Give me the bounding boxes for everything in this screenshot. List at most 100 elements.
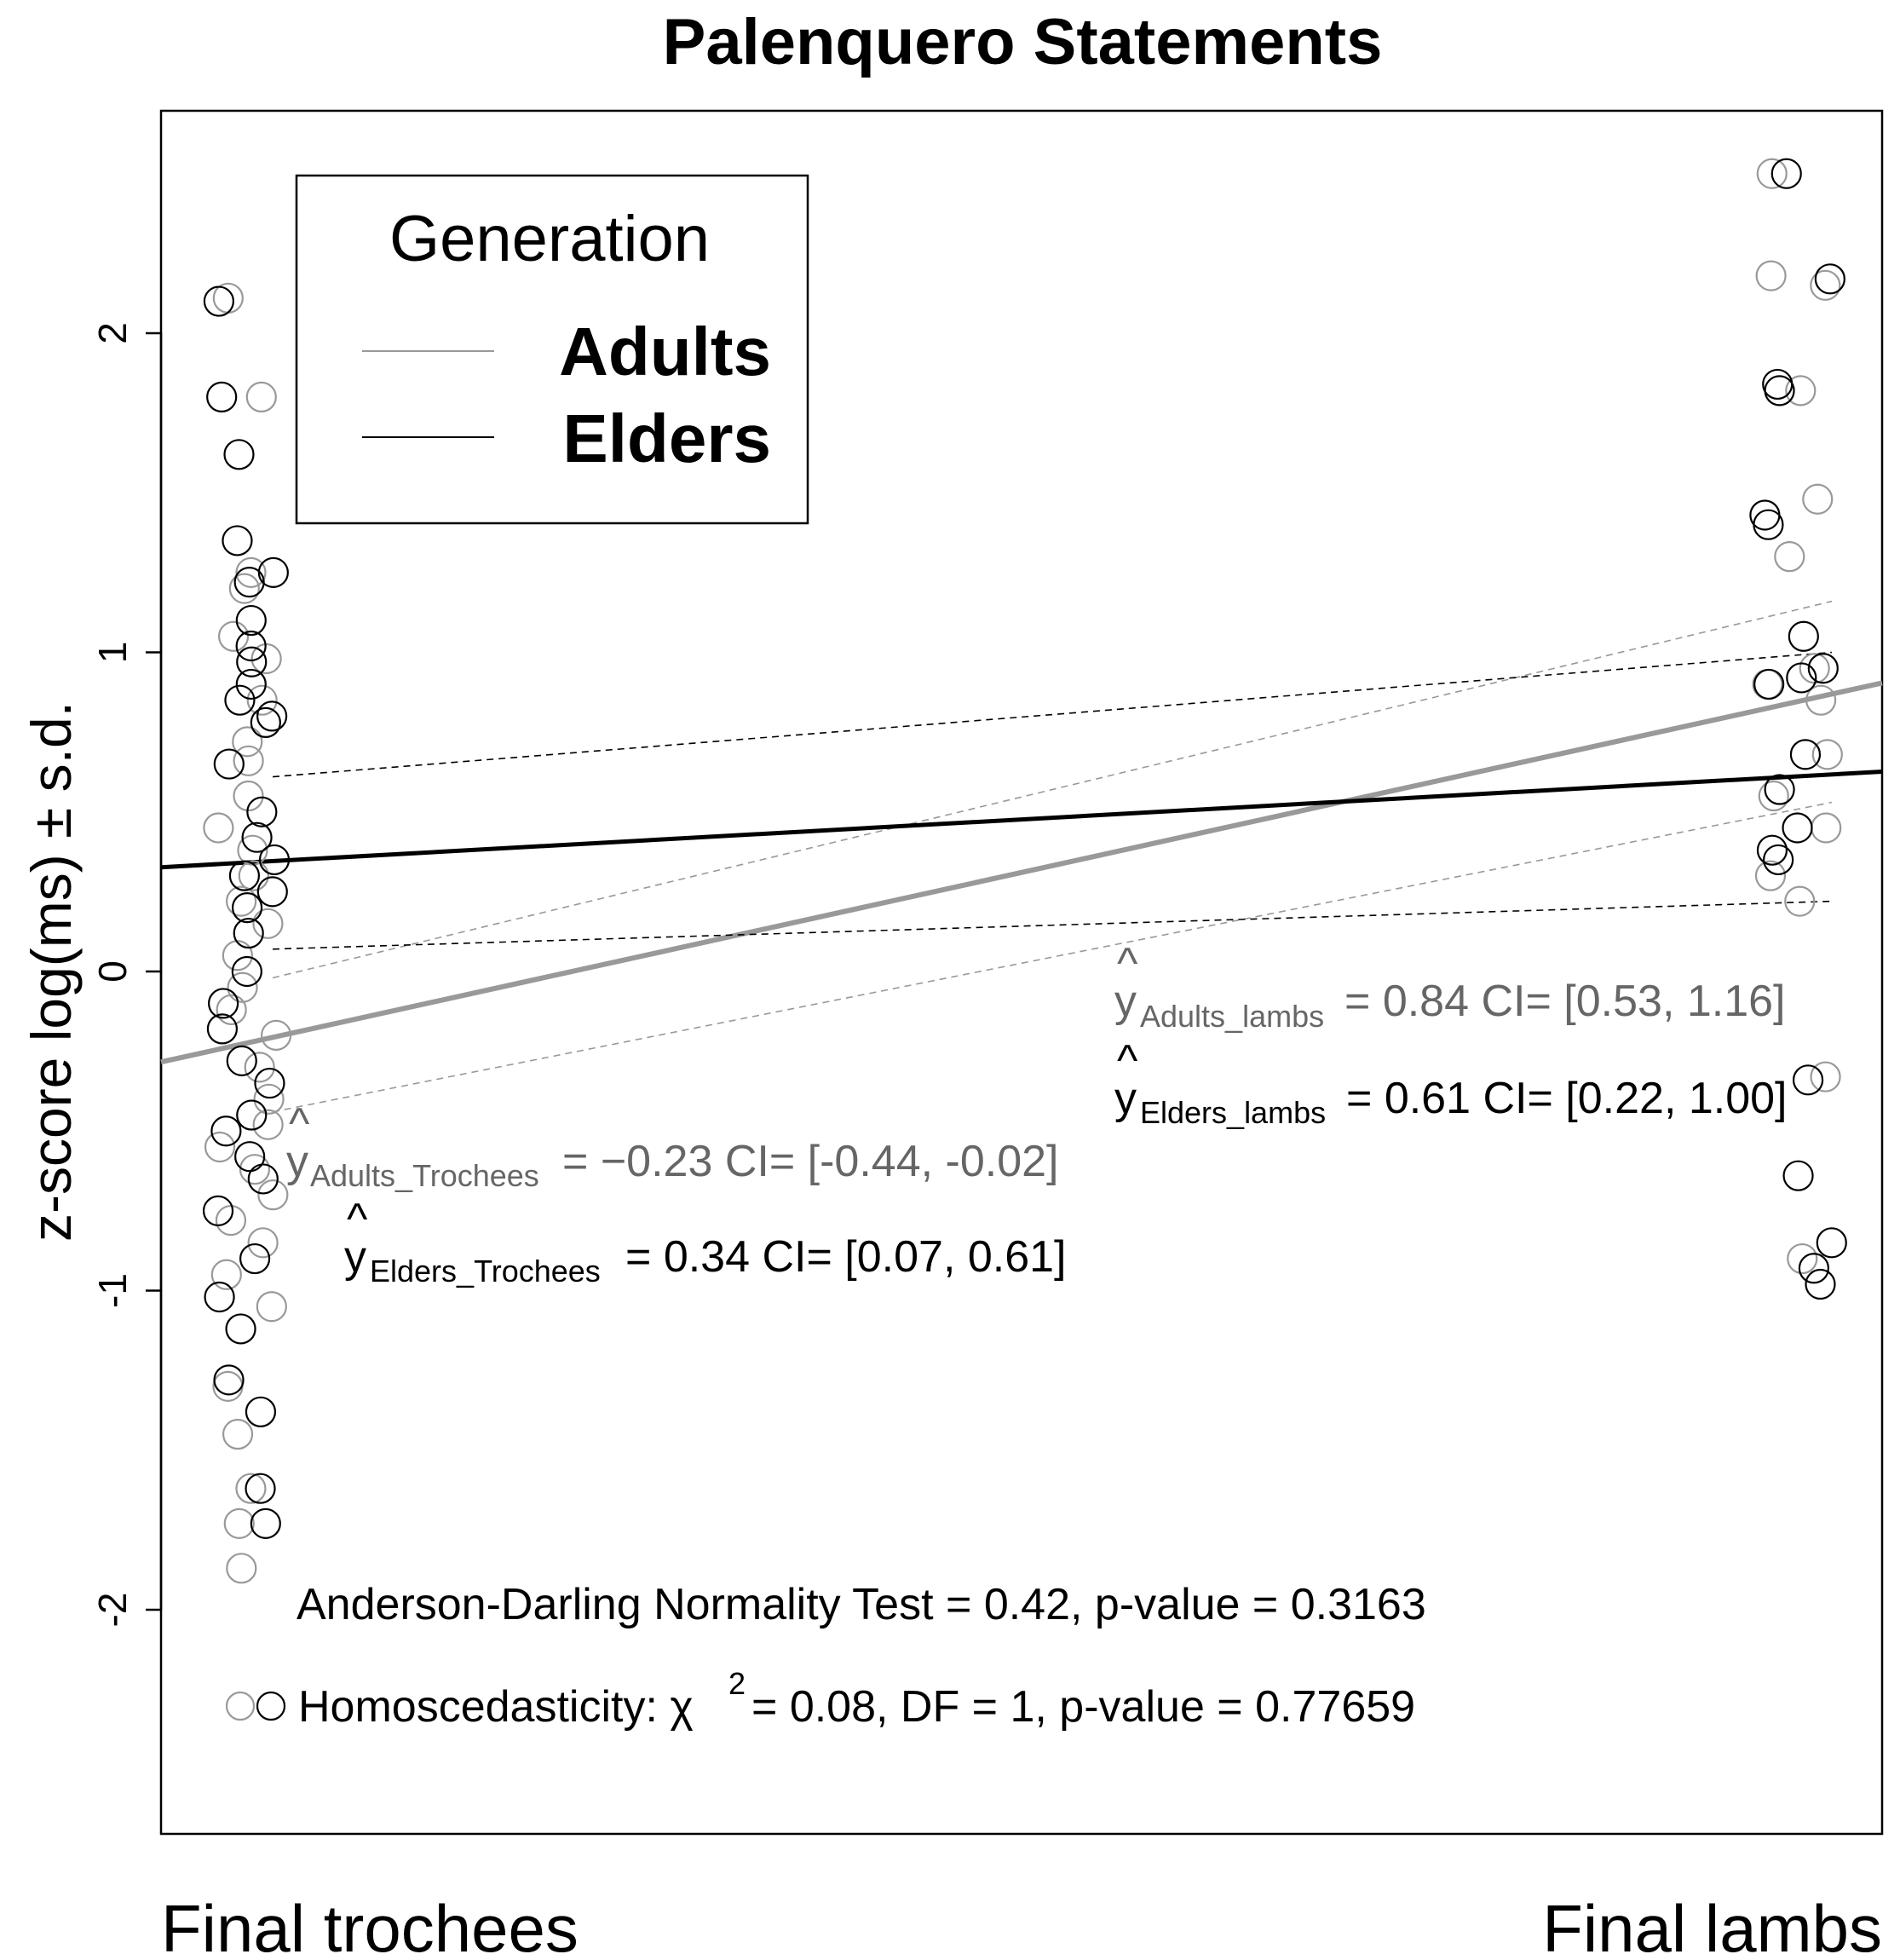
point-adults-trochee (235, 1473, 267, 1504)
point-adults-trochee (244, 1052, 275, 1083)
point-elders-trochee (236, 646, 268, 677)
point-elders-lamb (1764, 375, 1795, 406)
point-elders-trochee (222, 525, 253, 556)
point-elders-trochee (206, 1013, 239, 1045)
point-elders-trochee (246, 796, 278, 827)
point-adults-lamb (1785, 375, 1817, 406)
point-elders-trochee (235, 668, 267, 700)
point-adults-lamb (1799, 653, 1830, 684)
point-adults-trochee (217, 620, 250, 652)
point-elders-lamb (1782, 1160, 1814, 1191)
point-elders-trochee (233, 567, 265, 598)
annotation-adults-trochees: y ^ Adults_Trochees = −0.23 CI= [-0.44, … (286, 1099, 1059, 1193)
point-elders-trochee (239, 1242, 271, 1275)
point-elders-trochee (250, 706, 281, 738)
point-adults-lamb (1805, 684, 1837, 716)
ci-lower-elders (272, 900, 1833, 950)
value-elders-lambs: = 0.61 CI= [0.22, 1.00] (1346, 1074, 1788, 1123)
point-adults-trochee (261, 1019, 292, 1052)
point-elders-trochee (234, 1141, 266, 1173)
point-elders-trochee (226, 1045, 257, 1076)
point-elders-lamb (1786, 662, 1817, 694)
sub-elders-lambs: Elders_lambs (1140, 1095, 1326, 1130)
point-elders-trochee (224, 684, 256, 716)
point-elders-trochee (233, 917, 264, 949)
point-adults-trochee (256, 1291, 287, 1323)
data-points (202, 158, 1847, 1721)
point-adults-trochee (232, 726, 263, 758)
point-adults-trochee (246, 684, 278, 716)
point-adults-trochee (215, 1205, 247, 1237)
yhat-adults-trochees: y (286, 1137, 308, 1186)
hat-icon: ^ (347, 1195, 368, 1244)
point-adults-lamb (1756, 158, 1788, 189)
sub-elders-trochees: Elders_Trochees (370, 1254, 601, 1288)
point-adults-trochee (223, 1507, 255, 1539)
point-elders-trochee (231, 891, 263, 924)
point-adults-trochee (228, 573, 260, 604)
legend-box (295, 174, 809, 525)
legend: Generation Adults Elders (295, 174, 809, 525)
point-adults-trochee (257, 1179, 289, 1211)
point-elders-trochee (245, 1473, 276, 1504)
point-elders-trochee (208, 988, 239, 1019)
point-adults-trochee (252, 1109, 284, 1140)
point-adults-lamb (1810, 269, 1841, 301)
point-adults-trochee (216, 994, 247, 1026)
yhat-adults-lambs: y (1114, 977, 1137, 1026)
legend-label-adults: Adults (559, 314, 771, 389)
point-elders-lamb (1814, 263, 1845, 295)
point-elders-trochee (235, 604, 267, 637)
point-adults-trochee (227, 971, 258, 1003)
chart-title: Palenquero Statements (663, 6, 1383, 78)
fit-line-elders (160, 770, 1883, 870)
homoscedasticity-sup: 2 (728, 1666, 746, 1701)
x-category-label-lambs: Final lambs (1542, 1891, 1882, 1960)
value-adults-lambs: = 0.84 CI= [0.53, 1.16] (1344, 977, 1786, 1026)
point-elders-lamb (1782, 812, 1813, 844)
point-elders-trochee (235, 630, 267, 662)
point-adults-trochee (252, 908, 284, 939)
point-elders-lamb (1788, 620, 1819, 652)
x-category-label-trochees: Final trochees (161, 1891, 579, 1960)
fit-line-adults (160, 680, 1883, 1065)
y-axis-label: z-score log(ms) ± s.d. (20, 701, 83, 1242)
point-elders-lamb (1798, 1253, 1830, 1284)
ci-lower-adults (272, 801, 1833, 1113)
point-elders-trochee (257, 556, 289, 588)
legend-label-elders: Elders (562, 401, 771, 476)
sub-adults-trochees: Adults_Trochees (310, 1158, 539, 1193)
point-elders-trochee (258, 844, 291, 876)
annotation-elders-lambs: y ^ Elders_lambs = 0.61 CI= [0.22, 1.00] (1114, 1036, 1788, 1130)
point-adults-trochee (225, 1691, 256, 1721)
point-adults-trochee (226, 1553, 257, 1584)
point-adults-trochee (210, 1259, 242, 1290)
point-elders-lamb (1792, 1064, 1824, 1096)
point-elders-trochee (203, 285, 234, 317)
point-adults-trochee (233, 745, 264, 776)
homoscedasticity-text: Homoscedasticity: χ 2 = 0.08, DF = 1, p-… (298, 1666, 1415, 1732)
point-adults-trochee (212, 282, 244, 314)
point-adults-lamb (1802, 483, 1834, 515)
point-elders-trochee (256, 1691, 286, 1721)
annotation-elders-trochees: y ^ Elders_Trochees = 0.34 CI= [0.07, 0.… (344, 1195, 1067, 1288)
point-adults-lamb (1754, 860, 1787, 891)
y-tick-label: 2 (90, 322, 135, 344)
point-elders-lamb (1789, 739, 1822, 770)
point-elders-lamb (1816, 1227, 1847, 1259)
point-adults-trochee (203, 812, 234, 844)
point-elders-lamb (1753, 509, 1784, 540)
point-adults-lamb (1810, 1061, 1841, 1092)
homoscedasticity-value: = 0.08, DF = 1, p-value = 0.77659 (751, 1682, 1415, 1732)
point-elders-lamb (1807, 653, 1839, 684)
ci-upper-adults (272, 600, 1833, 979)
legend-title: Generation (389, 203, 710, 275)
y-tick-label: 1 (90, 642, 135, 664)
point-adults-trochee (212, 1370, 244, 1402)
point-adults-lamb (1784, 885, 1816, 917)
point-adults-trochee (222, 940, 253, 971)
y-tick-label: -2 (90, 1593, 135, 1628)
sub-adults-lambs: Adults_lambs (1140, 999, 1324, 1034)
point-elders-trochee (256, 700, 288, 732)
hat-icon: ^ (289, 1099, 310, 1149)
